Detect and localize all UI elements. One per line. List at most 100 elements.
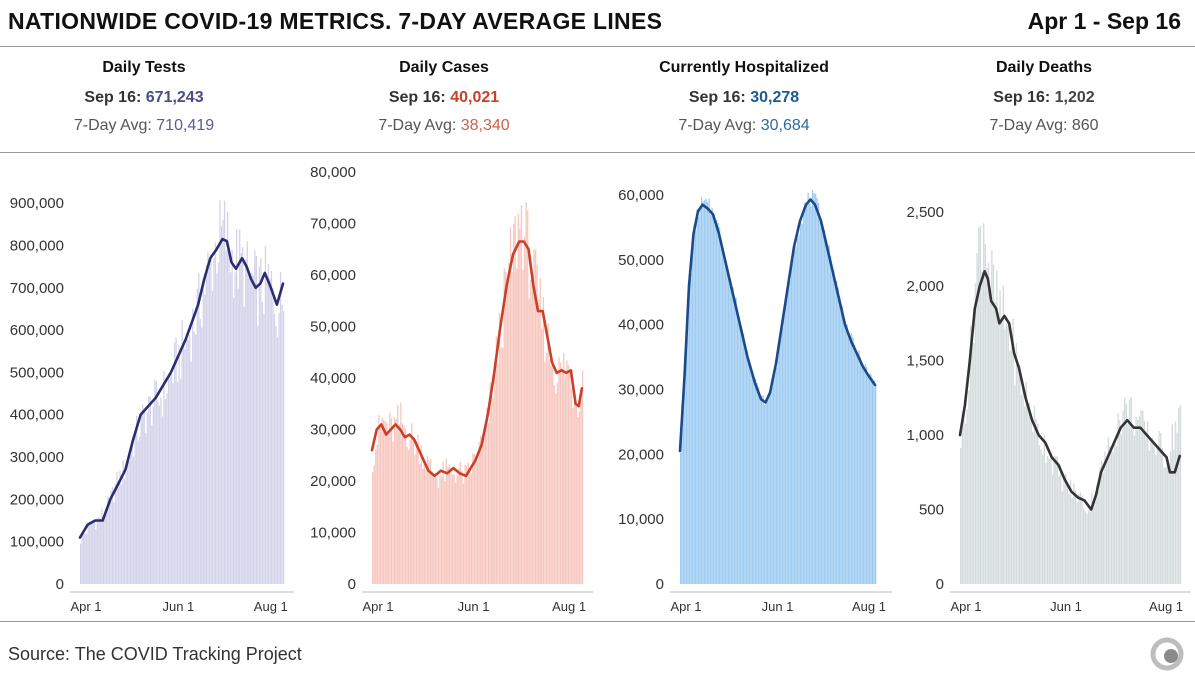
daily-bar — [872, 378, 874, 584]
daily-bar — [273, 313, 276, 584]
daily-bar — [1105, 460, 1108, 584]
daily-bar — [516, 268, 518, 584]
daily-bar — [175, 337, 177, 584]
daily-bar — [1128, 399, 1131, 584]
daily-bar — [261, 302, 264, 584]
daily-bar — [1107, 437, 1109, 584]
daily-bar — [119, 470, 121, 584]
daily-bar — [275, 325, 277, 584]
latest-value-line: Sep 16: 671,243 — [44, 89, 244, 107]
daily-bar — [133, 456, 135, 584]
metric-name: Currently Hospitalized — [659, 59, 829, 76]
daily-bar — [987, 262, 990, 584]
daily-bar — [459, 461, 462, 584]
daily-bar — [837, 287, 839, 584]
daily-bar — [783, 307, 785, 584]
daily-bar — [795, 246, 797, 584]
daily-bar — [1007, 325, 1009, 584]
daily-bar — [472, 453, 474, 584]
daily-bar — [710, 214, 712, 584]
daily-bar — [762, 395, 764, 584]
x-tick-label: Jun 1 — [762, 599, 794, 614]
daily-bar — [1043, 434, 1046, 584]
y-tick-label: 300,000 — [10, 449, 64, 466]
daily-bar — [717, 222, 719, 584]
daily-bar — [860, 357, 862, 584]
daily-bar — [776, 367, 778, 584]
daily-bar — [436, 477, 438, 584]
daily-bar — [1000, 318, 1003, 584]
daily-bar — [426, 456, 429, 584]
daily-bar — [839, 295, 841, 584]
daily-bar — [782, 327, 784, 584]
daily-bar — [1099, 467, 1101, 584]
daily-bar — [276, 337, 279, 584]
daily-bar — [281, 304, 283, 584]
footer-divider — [0, 621, 1195, 622]
daily-bar — [1053, 456, 1055, 584]
header-daily-cases: Daily Cases Sep 16: 40,021 7-Day Avg: 38… — [344, 47, 544, 135]
latest-label: Sep 16: — [688, 89, 746, 106]
daily-bar — [1094, 497, 1096, 584]
daily-bar — [1120, 434, 1123, 584]
daily-bar — [245, 259, 247, 584]
daily-bar — [807, 192, 809, 585]
daily-bar — [172, 383, 174, 584]
daily-bar — [960, 447, 962, 584]
daily-bar — [575, 405, 577, 584]
daily-bar — [487, 422, 490, 584]
daily-bar — [232, 298, 235, 584]
latest-value-line: Sep 16: 40,021 — [344, 89, 544, 107]
daily-bar — [761, 395, 763, 584]
daily-bar — [190, 361, 192, 584]
daily-bar — [228, 250, 230, 584]
daily-bar — [1110, 447, 1113, 584]
daily-bar — [577, 417, 579, 584]
daily-bar — [707, 201, 709, 584]
daily-bar — [417, 434, 419, 584]
daily-bar — [855, 351, 857, 584]
daily-bar — [852, 337, 854, 584]
daily-bar — [556, 382, 559, 584]
daily-bar — [981, 271, 983, 584]
y-tick-label: 60,000 — [618, 187, 664, 204]
daily-bar — [545, 352, 548, 584]
daily-bar — [973, 343, 975, 584]
daily-bar — [528, 298, 530, 584]
daily-bar — [1074, 490, 1077, 584]
daily-bar — [1097, 490, 1100, 584]
daily-bar — [848, 336, 850, 584]
daily-bar — [517, 214, 519, 584]
daily-bar — [500, 347, 502, 584]
daily-bar — [704, 200, 706, 584]
daily-bar — [1087, 509, 1090, 584]
daily-bar — [142, 404, 144, 584]
daily-bar — [1109, 446, 1111, 584]
daily-bar — [574, 403, 576, 584]
daily-bar — [155, 381, 158, 584]
daily-bar — [803, 208, 805, 584]
header-daily-tests: Daily Tests Sep 16: 671,243 7-Day Avg: 7… — [44, 47, 244, 135]
daily-bar — [400, 402, 402, 584]
daily-bar — [84, 533, 86, 584]
daily-tests-chart: 0 100,000 200,000 300,000 400,000 500,000 600,… — [10, 195, 294, 614]
daily-bar — [139, 436, 141, 584]
daily-bar — [821, 227, 823, 584]
daily-bar — [969, 325, 972, 584]
daily-bar — [381, 417, 383, 584]
daily-bar — [1032, 432, 1034, 584]
daily-bar — [102, 515, 105, 584]
avg-value-line: 7-Day Avg: 860 — [944, 117, 1144, 135]
daily-bar — [1020, 395, 1023, 584]
daily-bar — [239, 229, 241, 584]
daily-bar — [214, 242, 217, 584]
daily-bar — [189, 335, 191, 584]
daily-bar — [1091, 492, 1093, 584]
daily-bar — [376, 444, 379, 584]
daily-bar — [1071, 498, 1073, 584]
daily-bar — [464, 464, 466, 584]
daily-bar — [1084, 511, 1087, 584]
daily-bar — [505, 271, 507, 584]
daily-bar — [1046, 455, 1049, 584]
daily-bar — [176, 381, 179, 584]
